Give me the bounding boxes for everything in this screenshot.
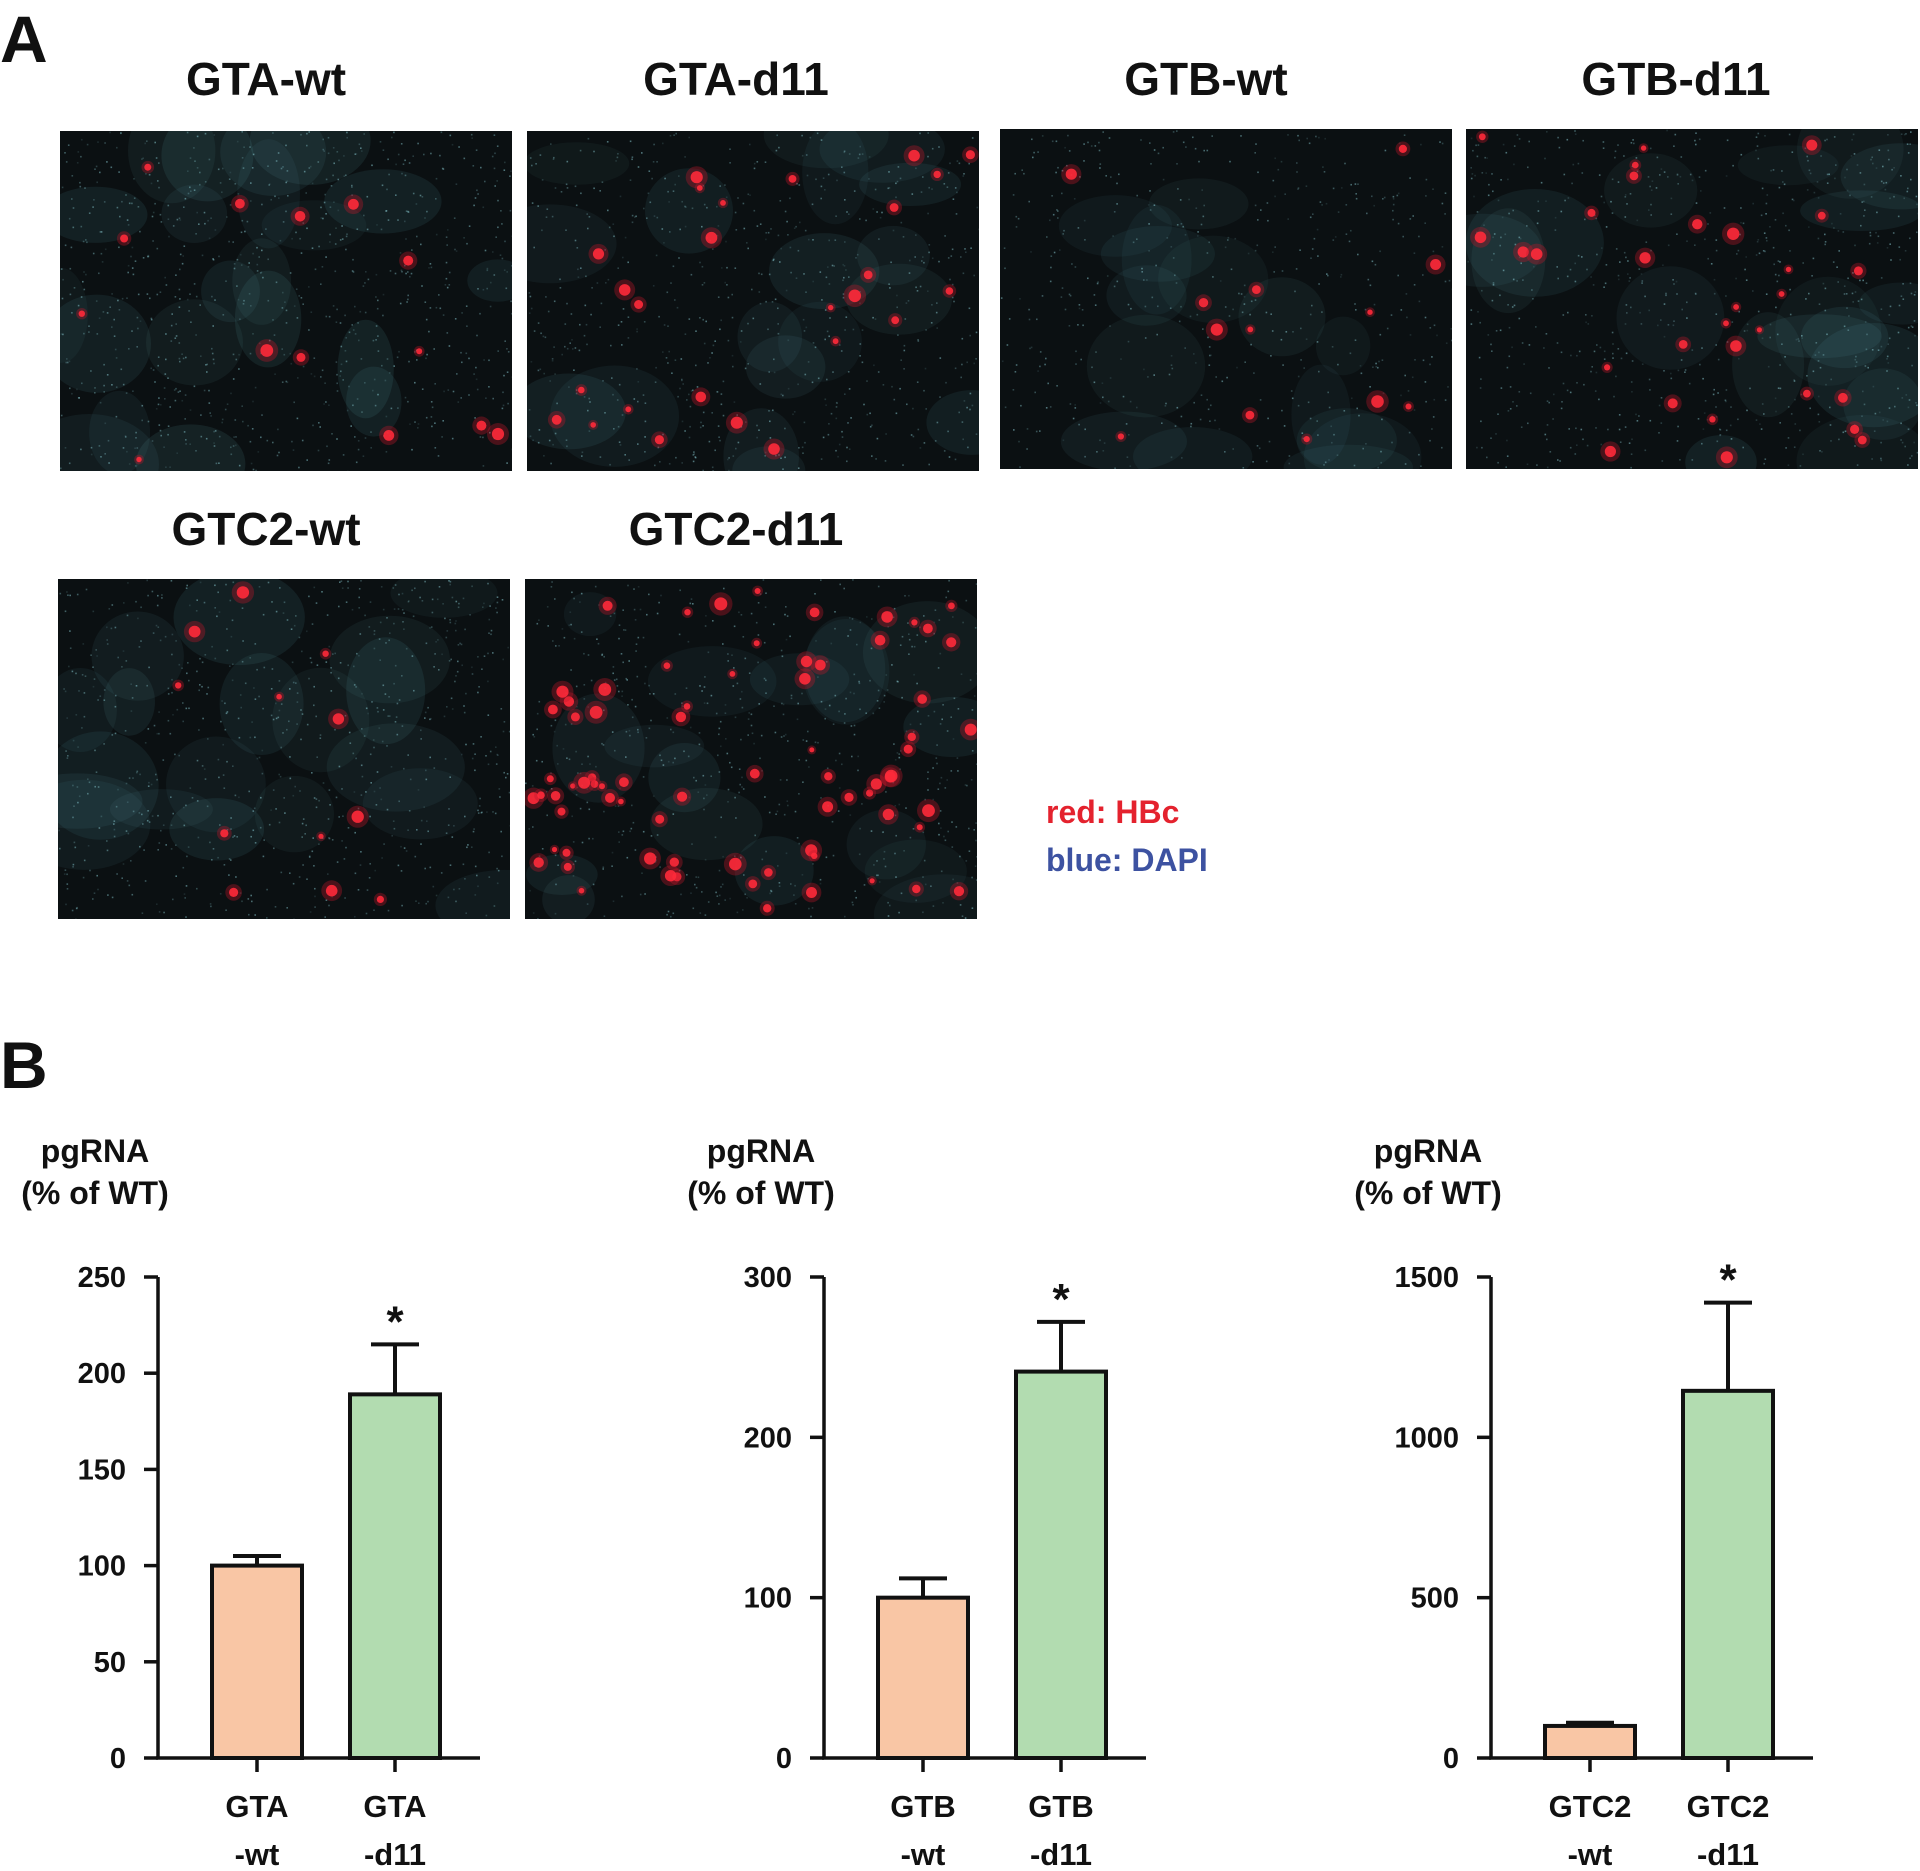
x-category-label-line1: GTB: [890, 1789, 955, 1824]
y-tick-label: 200: [744, 1422, 792, 1454]
y-tick-label: 0: [1443, 1743, 1459, 1775]
micrograph-gtc2-d11: [525, 579, 977, 919]
y-axis-label: pgRNA (% of WT): [666, 1130, 856, 1214]
y-tick-label: 250: [78, 1262, 126, 1294]
y-axis-label-line1: pgRNA: [1373, 1133, 1483, 1169]
y-tick-label: 50: [94, 1647, 126, 1679]
y-tick-label: 1500: [1394, 1262, 1459, 1294]
bar: [210, 1563, 304, 1760]
bar: [1681, 1388, 1775, 1760]
micrograph-title-gtc2-d11: GTC2-d11: [628, 503, 844, 555]
micrograph-gtb-wt: [1000, 129, 1452, 469]
panel-a-label: A: [0, 2, 48, 76]
micrograph-gtb-d11: [1466, 129, 1918, 469]
micrograph-image: [1466, 129, 1918, 469]
y-tick-label: 100: [78, 1551, 126, 1583]
y-axis-label: pgRNA (% of WT): [1333, 1130, 1523, 1214]
y-tick-label: 1000: [1394, 1422, 1459, 1454]
panel-b-label: B: [0, 1028, 48, 1102]
micrograph-gta-wt: [60, 131, 512, 471]
micrograph-title-gtb-d11: GTB-d11: [1581, 53, 1771, 105]
micrograph-title-gtb-wt: GTB-wt: [1124, 53, 1288, 105]
micrograph-title-gta-wt: GTA-wt: [185, 53, 347, 105]
y-tick-label: 150: [78, 1454, 126, 1486]
y-tick-label: 100: [744, 1583, 792, 1615]
significance-marker: *: [386, 1297, 404, 1346]
chart-svg: 0 500 1000 1500 GTC2 -wt GTC2 -d11 *: [1394, 1256, 1813, 1871]
micrograph-image: [527, 131, 979, 471]
micrograph-title-gtc2-wt: GTC2-wt: [171, 503, 361, 555]
micrograph-image: [1000, 129, 1452, 469]
y-tick-label: 0: [110, 1743, 126, 1775]
x-category-label-line2: -wt: [235, 1837, 280, 1871]
legend-dapi: blue: DAPI: [1046, 842, 1208, 878]
significance-marker: *: [1719, 1256, 1737, 1305]
chart-svg: 0 50 100 150 200 250 GTA -wt GTA -d11 *: [78, 1262, 480, 1871]
x-category-label-line1: GTC2: [1549, 1789, 1632, 1824]
micrograph-gtc2-wt: [58, 579, 510, 919]
x-category-label-line2: -d11: [364, 1837, 426, 1871]
bar-chart-gta: pgRNA (% of WT) 0 50 100 150 200 250 GTA -wt GTA…: [0, 1120, 480, 1871]
bar-chart-gtb: pgRNA (% of WT) 0 100 200 300 GTB -wt GTB -d11 *: [666, 1120, 1146, 1871]
significance-marker: *: [1052, 1275, 1070, 1324]
y-tick-label: 300: [744, 1262, 792, 1294]
x-category-label-line1: GTA: [225, 1789, 288, 1824]
x-category-label-line2: -d11: [1697, 1837, 1759, 1871]
x-category-label-line1: GTB: [1028, 1789, 1093, 1824]
y-tick-label: 500: [1411, 1583, 1459, 1615]
y-tick-label: 200: [78, 1358, 126, 1390]
y-axis-label-line2: (% of WT): [21, 1175, 169, 1211]
micrograph-gta-d11: [527, 131, 979, 471]
chart-svg: 0 100 200 300 GTB -wt GTB -d11 *: [744, 1262, 1146, 1871]
micrograph-image: [58, 579, 510, 919]
bar-chart-gtc2: pgRNA (% of WT) 0 500 1000 1500 GTC2 -wt GTC2 -…: [1333, 1120, 1813, 1871]
micrograph-image: [525, 579, 977, 919]
x-category-label-line1: GTA: [363, 1789, 426, 1824]
micrograph-image: [60, 131, 512, 471]
bar: [348, 1392, 442, 1760]
bar: [1543, 1723, 1637, 1761]
x-category-label-line2: -wt: [901, 1837, 946, 1871]
bar: [876, 1595, 970, 1760]
x-category-label-line2: -d11: [1030, 1837, 1092, 1871]
y-axis-label-line1: pgRNA: [40, 1133, 150, 1169]
y-axis-label: pgRNA (% of WT): [0, 1130, 190, 1214]
y-axis-label-line1: pgRNA: [706, 1133, 816, 1169]
y-tick-label: 0: [776, 1743, 792, 1775]
y-axis-label-line2: (% of WT): [687, 1175, 835, 1211]
micrograph-title-gta-d11: GTA-d11: [643, 53, 829, 105]
legend-hbc: red: HBc: [1046, 794, 1180, 830]
y-axis-label-line2: (% of WT): [1354, 1175, 1502, 1211]
bar: [1014, 1369, 1108, 1760]
x-category-label-line2: -wt: [1568, 1837, 1613, 1871]
x-category-label-line1: GTC2: [1687, 1789, 1770, 1824]
